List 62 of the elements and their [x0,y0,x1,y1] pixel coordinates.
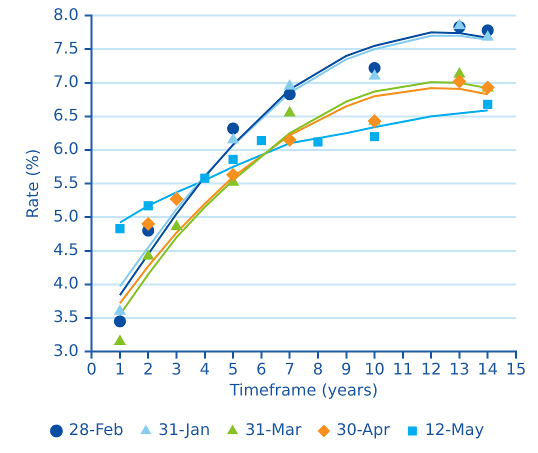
x-tick-label: 10 [364,359,385,378]
point [482,30,494,41]
x-tick-label: 15 [506,359,526,378]
y-axis-title: Rate (%) [22,148,42,218]
legend-label: 28-Feb [68,420,124,440]
point [200,174,210,183]
y-tick-label: 5.5 [53,172,79,192]
x-tick-label: 12 [420,359,442,378]
y-tick-label: 7.5 [53,38,79,58]
x-tick-label: 6 [256,359,266,378]
x-axis-title: Timeframe (years) [228,380,378,400]
x-tick-label: 1 [114,359,126,378]
legend-label: 31-Jan [158,420,210,440]
point [370,132,380,142]
x-tick-label: 5 [228,359,238,378]
x-tick-label: 3 [171,359,182,378]
y-tick-label: 8.0 [53,4,79,24]
point [144,201,153,210]
point [368,69,381,80]
x-tick-label: 9 [341,359,352,378]
point [483,100,492,109]
x-tick-label: 2 [143,359,154,378]
point [256,136,266,146]
point [453,18,466,30]
point [284,106,296,117]
point [115,224,125,234]
point [452,74,466,88]
x-tick-label: 13 [449,359,470,378]
point [114,334,126,346]
point [368,114,382,128]
point [141,216,156,231]
point [114,304,126,315]
point [114,315,126,328]
x-tick-label: 11 [392,359,414,378]
y-tick-label: 3.5 [53,307,79,326]
x-tick-label: 4 [200,359,210,378]
y-tick-label: 6.0 [53,139,79,158]
y-tick-label: 7.0 [53,72,79,91]
point [170,192,184,206]
x-tick-label: 14 [478,359,498,378]
point [313,137,323,147]
y-tick-label: 3.0 [53,340,79,360]
y-tick-label: 5.0 [53,206,79,226]
point [142,249,154,260]
y-tick-label: 4.5 [53,240,79,259]
point [226,168,240,182]
legend-label: 12-May [424,420,484,440]
legend-label: 31-Mar [245,420,302,440]
point [228,154,238,164]
point [170,220,183,230]
legend-label: 30-Apr [336,420,390,440]
point [480,80,495,95]
point [282,132,297,147]
y-tick-label: 4.0 [53,274,79,293]
y-tick-label: 6.5 [53,106,79,125]
point [227,132,240,144]
x-tick-label: 7 [284,359,295,378]
point [284,88,296,100]
point [227,122,240,134]
x-tick-label: 0 [86,359,97,378]
x-tick-label: 8 [312,359,324,378]
point [284,79,296,90]
